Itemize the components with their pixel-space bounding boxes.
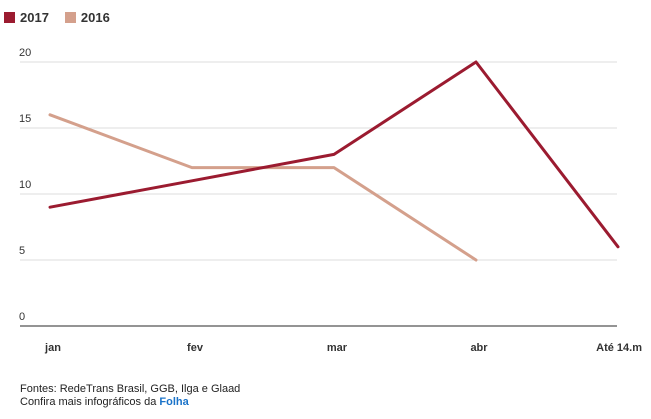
legend-label-2016: 2016 <box>80 10 110 25</box>
more-prefix-text: Confira mais infográficos da <box>20 396 160 408</box>
legend-item-2016: 2016 <box>64 10 110 25</box>
x-tick-label-0: jan <box>44 342 61 354</box>
legend-swatch-2017 <box>4 12 15 23</box>
x-tick-label-2: mar <box>327 342 348 354</box>
legend-label-2017: 2017 <box>20 10 49 25</box>
y-tick-label-15: 15 <box>19 113 31 125</box>
chart-legend: 2017 2016 <box>4 10 126 25</box>
more-infographics: Confira mais infográficos da Folha <box>20 396 240 409</box>
x-tick-label-1: fev <box>187 342 204 354</box>
series-line-2017 <box>48 60 620 249</box>
legend-swatch-2016 <box>64 12 76 23</box>
y-tick-label-10: 10 <box>19 179 31 191</box>
y-tick-label-20: 20 <box>19 47 31 59</box>
y-tick-label-0: 0 <box>19 311 25 323</box>
x-tick-label-3: abr <box>470 342 488 354</box>
line-chart: 0 5 10 15 20 jan fev mar abr Até 14.m <box>19 47 642 354</box>
chart-footer: Fontes: RedeTrans Brasil, GGB, Ilga e Gl… <box>20 383 240 409</box>
y-tick-label-5: 5 <box>19 245 25 257</box>
series-line-2016 <box>48 113 478 262</box>
folha-link[interactable]: Folha <box>159 396 189 408</box>
legend-item-2017: 2017 <box>4 10 49 25</box>
sources-text: Fontes: RedeTrans Brasil, GGB, Ilga e Gl… <box>20 383 241 395</box>
x-tick-label-4: Até 14.m <box>596 342 642 354</box>
